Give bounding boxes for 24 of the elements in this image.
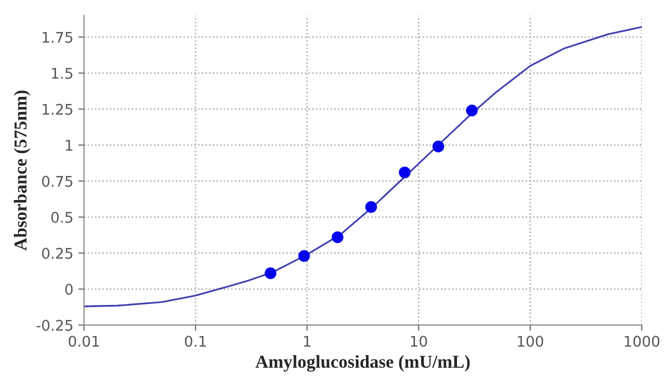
- y-tick-label: 1.5: [52, 68, 72, 79]
- x-tick-label: 0.01: [68, 336, 99, 347]
- point: [365, 201, 377, 213]
- y-axis-title: Absorbance (575nm): [14, 90, 30, 251]
- x-tick-label: 1: [304, 336, 310, 347]
- point: [398, 166, 411, 178]
- point: [432, 140, 444, 152]
- y-tick-label: 1.25: [42, 104, 72, 115]
- x-tick-label: 0.1: [184, 336, 206, 347]
- y-tick-label: 0.75: [42, 176, 72, 187]
- point: [466, 104, 478, 116]
- y-tick-label: 1.75: [42, 32, 72, 43]
- y-tick-label: 1: [66, 140, 72, 151]
- y-tick-label: 0: [65, 284, 73, 295]
- x-tick-label: 100: [518, 336, 544, 347]
- x-tick-label: 1000: [624, 336, 660, 347]
- x-axis-title: Amyloglucosidase (mU/mL): [255, 355, 470, 372]
- y-tick-label: 0.5: [51, 212, 72, 223]
- point: [264, 267, 276, 280]
- y-tick-label: 0.25: [42, 248, 72, 259]
- x-tick-label: 10: [410, 336, 427, 347]
- y-tick-label: -0.25: [36, 320, 72, 331]
- point: [298, 250, 310, 262]
- point: [332, 231, 344, 244]
